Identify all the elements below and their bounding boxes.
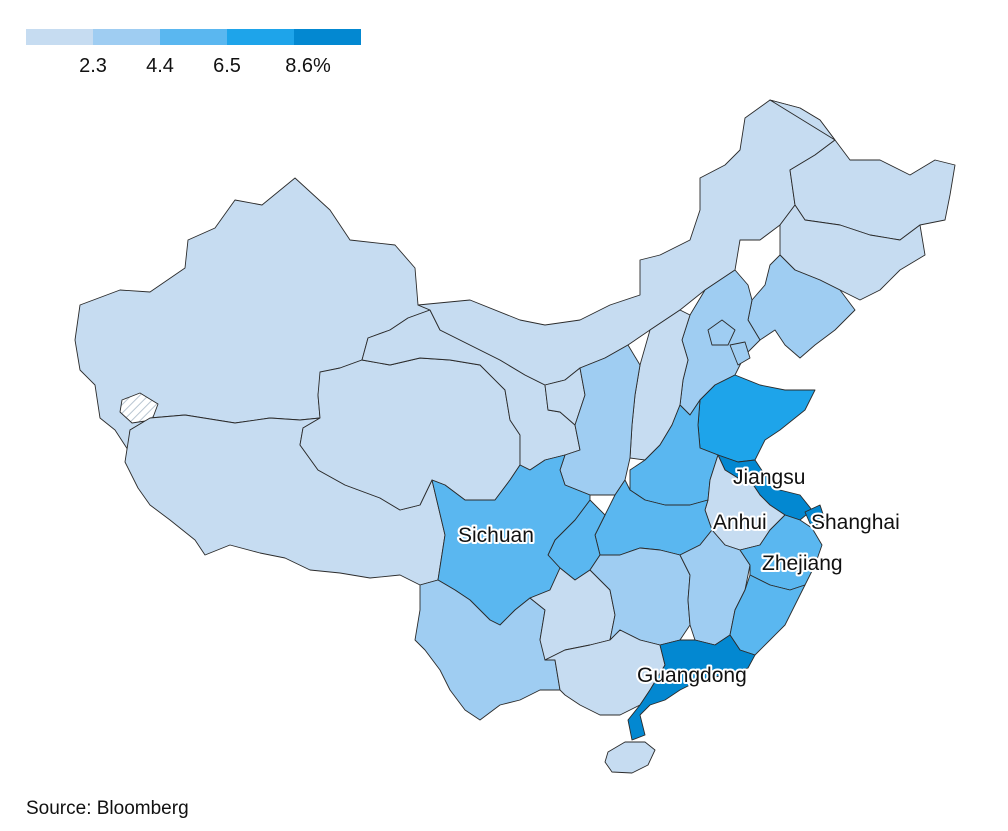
- province-hainan: [604, 741, 656, 774]
- legend-swatch-1: [26, 29, 93, 45]
- province-inner-mongolia: [417, 99, 836, 386]
- province-shanghai: [804, 504, 826, 529]
- province-guangdong: [627, 634, 756, 741]
- province-liaoning: [747, 254, 856, 359]
- color-legend: 2.3 4.4 6.5 8.6%: [26, 29, 361, 77]
- legend-swatch-5: [294, 29, 361, 45]
- label-sichuan: Sichuan: [458, 524, 534, 547]
- label-anhui: Anhui: [713, 511, 767, 534]
- label-zhejiang: Zhejiang: [762, 552, 843, 575]
- legend-swatch-3: [160, 29, 227, 45]
- province-shandong: [697, 374, 816, 463]
- label-jiangsu: Jiangsu: [733, 466, 805, 489]
- legend-tick: 4.4: [146, 55, 174, 77]
- label-guangdong: Guangdong: [637, 664, 747, 687]
- legend-swatch-4: [227, 29, 294, 45]
- province-beijing: [707, 319, 736, 346]
- legend-tick: 2.3: [79, 55, 107, 77]
- source-note: Source: Bloomberg: [26, 798, 189, 819]
- province-tianjin: [729, 341, 751, 366]
- province-heilongjiang: [769, 99, 956, 241]
- legend-swatch-2: [93, 29, 160, 45]
- legend-tick: 6.5: [213, 55, 241, 77]
- legend-tick: 8.6%: [285, 55, 331, 77]
- label-shanghai: Shanghai: [811, 511, 900, 534]
